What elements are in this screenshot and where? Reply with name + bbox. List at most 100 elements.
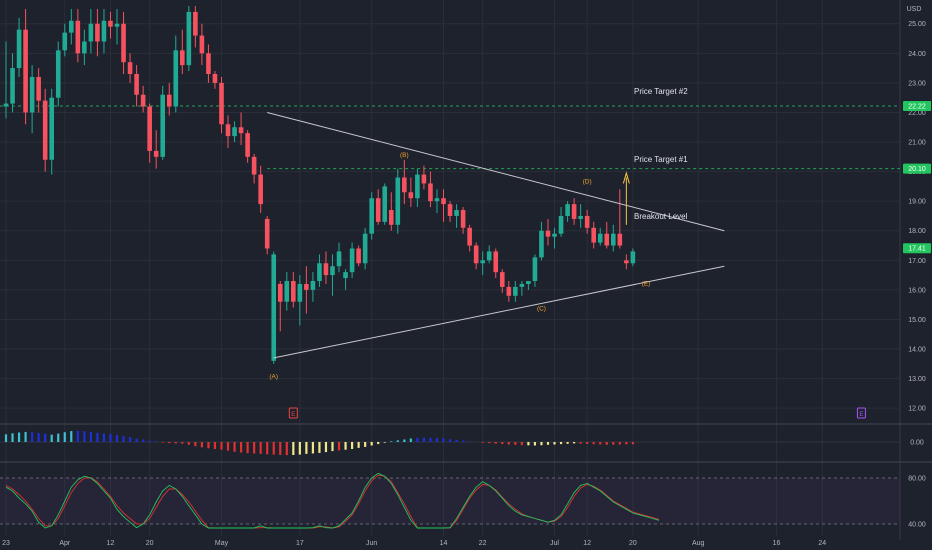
candle-body — [408, 192, 414, 199]
candle-body — [108, 20, 113, 27]
candle-body — [447, 204, 453, 216]
candle-body — [258, 174, 263, 205]
candle-body — [62, 32, 68, 51]
candle-body — [297, 283, 303, 302]
candle-body — [3, 103, 9, 107]
candle-body — [597, 233, 603, 243]
stoch-k-line — [5, 472, 660, 529]
price-axis: USD 25.0024.0023.0022.0021.0020.0019.001… — [903, 6, 931, 529]
candle-body — [180, 50, 185, 66]
candle-body — [343, 272, 348, 279]
x-tick-label: 12 — [583, 540, 591, 547]
x-tick-label: 22 — [479, 540, 487, 547]
time-axis: 23 Apr 12 20 May 17 Jun 14 22 Jul 12 20 Aug 16 24 — [2, 540, 826, 547]
candle-body — [323, 263, 329, 276]
candle-body — [454, 210, 459, 216]
candle-body — [480, 260, 485, 264]
last-price-tag — [903, 243, 931, 254]
triangle-pattern: (A) (B) (C) (D) (E) E E — [267, 111, 866, 419]
candle-body — [441, 198, 446, 205]
event-marker — [288, 407, 298, 419]
event-marker-label: E — [291, 412, 295, 418]
candle-body — [519, 283, 525, 287]
y-tick-label: 16.00 — [908, 287, 926, 294]
candle-body — [532, 257, 538, 282]
candle-body — [552, 233, 557, 237]
y-tick-label: 22.00 — [908, 110, 926, 117]
breakout-level-label: Breakout Level — [634, 212, 688, 221]
candle-body — [114, 23, 120, 27]
candle-body — [330, 266, 335, 276]
candle-body — [545, 230, 551, 237]
candle-body — [526, 281, 531, 284]
candle-body — [356, 248, 361, 264]
candle-body — [578, 215, 583, 219]
candle-body — [101, 20, 107, 42]
candle-body — [206, 53, 211, 75]
candle-body — [486, 251, 492, 261]
wave-label: (C) — [537, 306, 546, 313]
candle-body — [310, 281, 316, 290]
candle-body — [238, 127, 244, 134]
x-tick-label: 14 — [440, 540, 448, 547]
x-tick-label: 20 — [629, 540, 637, 547]
candle-body — [69, 20, 74, 33]
candle-body — [375, 198, 381, 222]
x-tick-label: 16 — [773, 540, 781, 547]
candle-body — [349, 248, 355, 273]
candle-body — [173, 50, 179, 107]
band-fill — [0, 478, 900, 524]
candle-body — [630, 251, 636, 264]
price-target-tag — [903, 100, 931, 111]
x-tick-label: Jul — [550, 540, 559, 547]
candle-body — [219, 82, 224, 125]
candle-body — [428, 183, 433, 202]
price-target-1-label: Price Target #1 — [634, 155, 688, 164]
candle-body — [166, 94, 172, 107]
oscillator-histogram — [0, 430, 900, 456]
candle-body — [336, 251, 342, 267]
candle-body — [88, 23, 94, 42]
annotations: Price Target #2 Price Target #1 Breakout… — [634, 87, 688, 221]
candle-body — [604, 233, 610, 246]
currency-label: USD — [907, 6, 922, 13]
candle-body — [624, 260, 629, 264]
osc-tick-label: 80.00 — [908, 476, 926, 483]
y-tick-label: 17.00 — [908, 258, 926, 265]
candle-body — [460, 210, 466, 228]
candle-body — [127, 62, 133, 75]
candle-body — [212, 74, 218, 83]
candle-body — [245, 133, 250, 157]
event-marker-label: E — [859, 412, 863, 418]
candle-body — [42, 100, 48, 160]
candle-body — [186, 11, 192, 66]
x-tick-label: 24 — [818, 540, 826, 547]
candle-body — [134, 74, 139, 95]
candle-body — [271, 254, 277, 361]
y-tick-label: 21.00 — [908, 140, 926, 147]
osc-tick-label: 40.00 — [908, 522, 926, 529]
candle-body — [506, 286, 512, 296]
candle-body — [571, 204, 577, 219]
candle-body — [251, 156, 257, 175]
candle-body — [591, 227, 596, 243]
osc-zero-label: 0.00 — [910, 440, 924, 447]
candle-body — [160, 94, 166, 157]
x-tick-label: Apr — [59, 540, 71, 547]
candle-body — [369, 198, 374, 234]
wave-label: (D) — [583, 178, 592, 185]
price-target-value: 22.22 — [908, 103, 926, 110]
candle-body — [499, 272, 505, 287]
candle-body — [421, 174, 427, 184]
event-marker — [856, 407, 866, 419]
candle-body — [539, 230, 544, 258]
candle-body — [121, 23, 126, 63]
wave-label: (E) — [642, 280, 651, 287]
candle-body — [434, 198, 440, 202]
x-tick-label: Jun — [366, 540, 377, 547]
candles — [3, 6, 636, 364]
candle-body — [193, 11, 198, 36]
candle-body — [232, 127, 237, 137]
candle-body — [264, 218, 270, 249]
